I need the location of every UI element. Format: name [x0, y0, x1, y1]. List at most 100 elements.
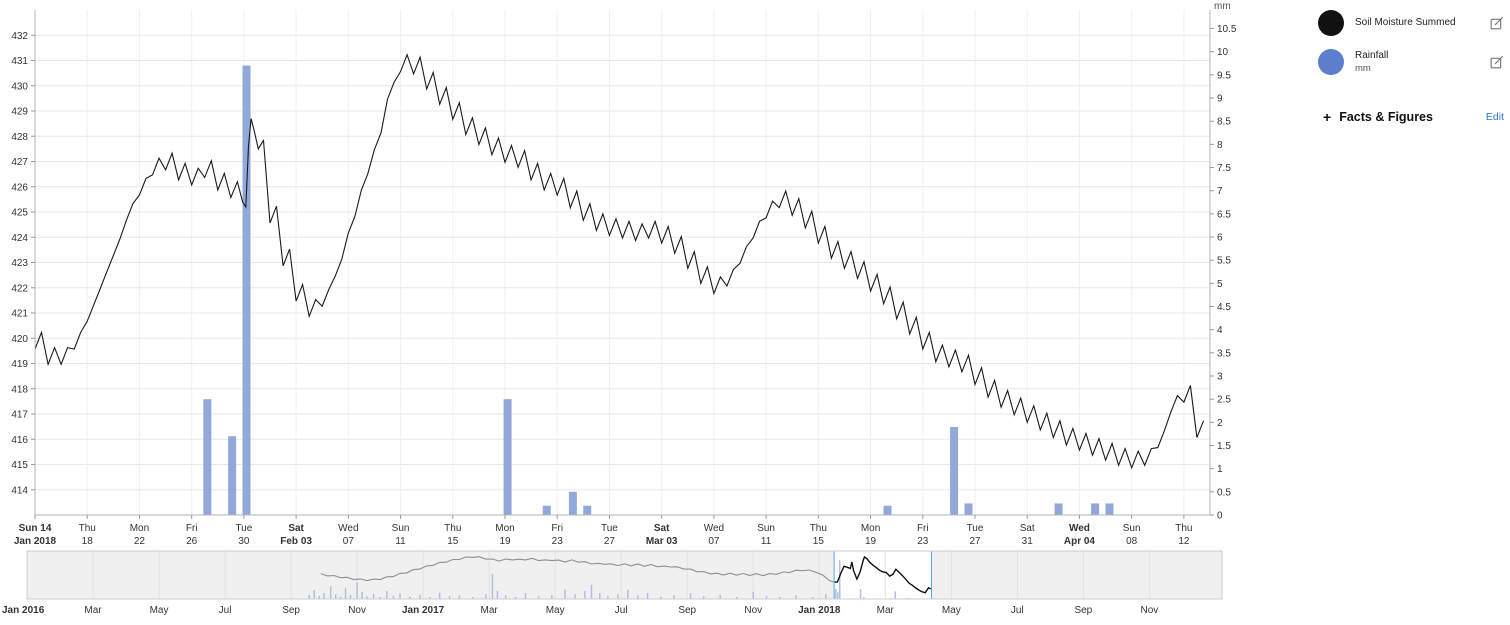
navigator-chart[interactable]: Jan 2016 Mar May Jul Sep Nov Jan 2017 Mar May Jul… — [0, 550, 1240, 622]
svg-text:Nov: Nov — [348, 605, 366, 616]
svg-text:2.5: 2.5 — [1217, 395, 1231, 406]
facts-edit-link[interactable]: Edit — [1485, 111, 1504, 124]
svg-text:428: 428 — [11, 132, 28, 143]
svg-text:07: 07 — [343, 536, 355, 547]
soil-moisture-series-marker — [1318, 10, 1344, 36]
facts-and-figures-row: + Facts & Figures Edit — [1318, 109, 1504, 125]
svg-text:Sat: Sat — [654, 523, 670, 534]
svg-text:2: 2 — [1217, 418, 1223, 429]
svg-text:23: 23 — [552, 536, 564, 547]
svg-text:07: 07 — [708, 536, 720, 547]
svg-text:22: 22 — [134, 536, 146, 547]
svg-text:Apr 04: Apr 04 — [1064, 536, 1096, 547]
svg-text:11: 11 — [395, 536, 406, 547]
legend-item-soil-moisture[interactable]: Soil Moisture Summed — [1318, 10, 1504, 36]
svg-text:10: 10 — [1217, 47, 1229, 58]
svg-text:427: 427 — [11, 157, 28, 168]
svg-text:432: 432 — [11, 31, 28, 42]
svg-text:Feb 03: Feb 03 — [280, 536, 312, 547]
legend-labels: Soil Moisture Summed — [1355, 16, 1484, 30]
svg-text:425: 425 — [11, 208, 28, 219]
svg-text:Sep: Sep — [678, 605, 696, 616]
axis-labels: 414 415 416 4 1 7 418 419 420 421 422 423 424 425 426 4… — [11, 1, 1237, 547]
svg-text:May: May — [546, 605, 565, 616]
svg-text:19: 19 — [499, 536, 511, 547]
svg-text:11: 11 — [761, 536, 772, 547]
svg-text:7.5: 7.5 — [1217, 163, 1231, 174]
svg-text:3.5: 3.5 — [1217, 348, 1231, 359]
legend-label-soil-moisture: Soil Moisture Summed — [1355, 17, 1456, 29]
svg-text:9: 9 — [1217, 94, 1223, 105]
navigator-selected-line — [834, 555, 932, 594]
svg-text:15: 15 — [447, 536, 459, 547]
svg-text:Thu: Thu — [79, 523, 96, 534]
svg-text:418: 418 — [11, 384, 28, 395]
navigator-mask — [27, 551, 1222, 599]
rainfall-bars — [203, 65, 1114, 516]
legend-panel: Soil Moisture Summed Rainfall mm — [1318, 10, 1504, 125]
svg-text:18: 18 — [82, 536, 94, 547]
svg-text:426: 426 — [11, 182, 28, 193]
svg-text:7: 7 — [1217, 186, 1223, 197]
svg-text:420: 420 — [11, 334, 28, 345]
svg-text:414: 414 — [11, 485, 28, 496]
facts-and-figures-title: Facts & Figures — [1339, 110, 1433, 125]
svg-text:May: May — [942, 605, 961, 616]
svg-text:Sun: Sun — [757, 523, 775, 534]
svg-text:08: 08 — [1126, 536, 1138, 547]
navigator-history-line — [320, 556, 835, 583]
edit-icon[interactable] — [1490, 16, 1504, 30]
svg-text:430: 430 — [11, 81, 28, 92]
svg-text:Jul: Jul — [615, 605, 628, 616]
svg-text:0: 0 — [1217, 511, 1223, 522]
svg-text:4.5: 4.5 — [1217, 302, 1231, 313]
svg-text:415: 415 — [11, 460, 28, 471]
svg-text:Tue: Tue — [235, 523, 252, 534]
svg-text:Thu: Thu — [1175, 523, 1192, 534]
svg-text:May: May — [150, 605, 169, 616]
svg-text:12: 12 — [1178, 536, 1190, 547]
soil-moisture-line — [34, 53, 1205, 470]
svg-text:Sun: Sun — [392, 523, 410, 534]
svg-text:Wed: Wed — [338, 523, 358, 534]
svg-text:6.5: 6.5 — [1217, 209, 1231, 220]
svg-text:9.5: 9.5 — [1217, 70, 1231, 81]
main-chart[interactable]: 414 415 416 4 1 7 418 419 420 421 422 423 424 425 426 4… — [0, 0, 1240, 548]
svg-text:1: 1 — [1217, 464, 1223, 475]
plus-icon: + — [1323, 109, 1332, 126]
svg-text:431: 431 — [11, 56, 28, 67]
svg-text:Sat: Sat — [288, 523, 304, 534]
svg-text:Jul: Jul — [1011, 605, 1024, 616]
svg-text:4: 4 — [1217, 325, 1223, 336]
legend-label-rainfall: Rainfall — [1355, 50, 1389, 61]
svg-text:Mon: Mon — [130, 523, 149, 534]
rainfall-series-marker — [1318, 49, 1344, 76]
navigator-axis-labels: Jan 2016 Mar May Jul Sep Nov Jan 2017 Mar May Jul… — [2, 605, 1158, 616]
svg-text:429: 429 — [11, 107, 28, 118]
svg-text:1.5: 1.5 — [1217, 441, 1231, 452]
svg-text:Wed: Wed — [704, 523, 724, 534]
svg-text:Jan 2017: Jan 2017 — [402, 605, 445, 616]
svg-text:416: 416 — [11, 435, 28, 446]
svg-text:421: 421 — [11, 309, 28, 320]
svg-text:422: 422 — [11, 283, 28, 294]
svg-text:19: 19 — [865, 536, 877, 547]
edit-icon[interactable] — [1490, 55, 1504, 69]
svg-text:5: 5 — [1217, 279, 1223, 290]
svg-text:Sun 14: Sun 14 — [19, 523, 52, 534]
svg-text:424: 424 — [11, 233, 28, 244]
svg-text:Sep: Sep — [1074, 605, 1092, 616]
svg-text:15: 15 — [813, 536, 825, 547]
svg-text:Fri: Fri — [186, 523, 198, 534]
svg-text:0.5: 0.5 — [1217, 487, 1231, 498]
svg-text:Sat: Sat — [1020, 523, 1035, 534]
svg-text:Mon: Mon — [495, 523, 514, 534]
svg-text:419: 419 — [11, 359, 28, 370]
svg-text:423: 423 — [11, 258, 28, 269]
legend-item-rainfall[interactable]: Rainfall mm — [1318, 49, 1504, 76]
gridlines — [34, 10, 1210, 515]
svg-text:Thu: Thu — [444, 523, 461, 534]
svg-text:Mon: Mon — [861, 523, 880, 534]
svg-text:mm: mm — [1214, 1, 1231, 12]
svg-text:10.5: 10.5 — [1217, 24, 1237, 35]
